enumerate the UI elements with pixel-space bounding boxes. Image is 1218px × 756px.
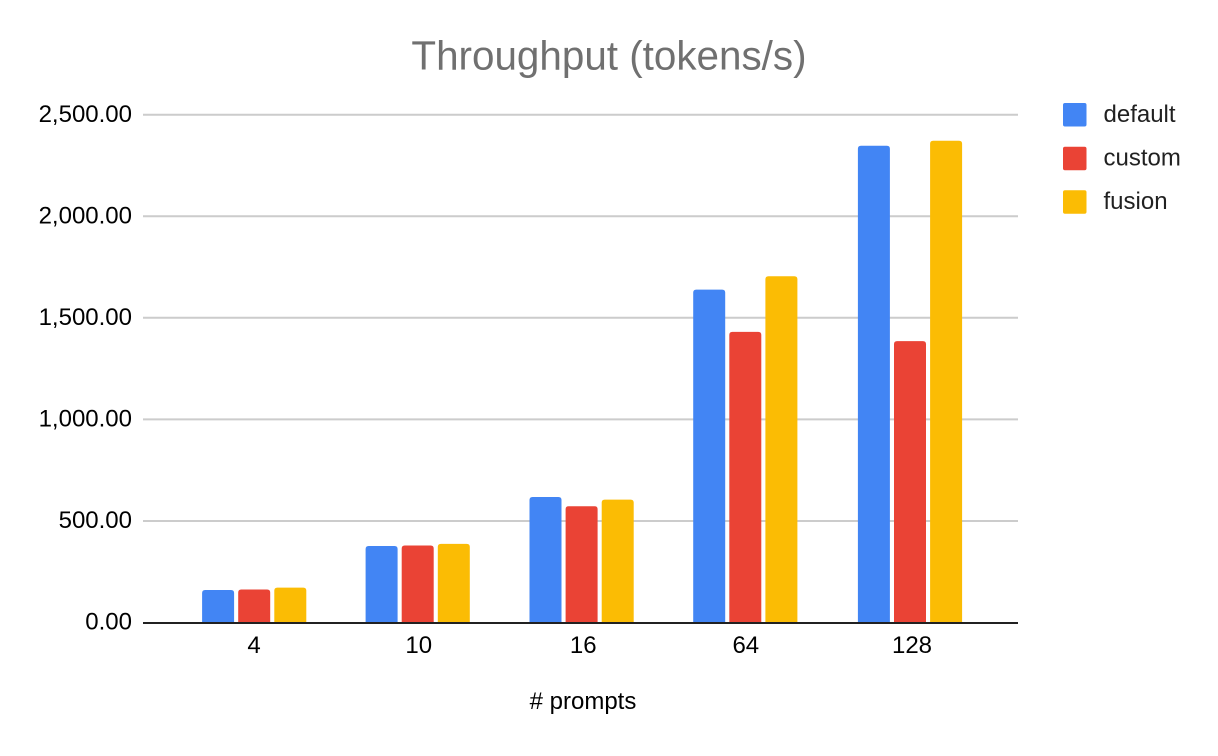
svg-text:2,500.00: 2,500.00 — [39, 101, 132, 128]
svg-text:4: 4 — [247, 632, 260, 659]
svg-text:default: default — [1104, 101, 1176, 128]
svg-text:fusion: fusion — [1104, 188, 1168, 215]
svg-text:64: 64 — [732, 632, 759, 659]
svg-text:Throughput (tokens/s): Throughput (tokens/s) — [411, 33, 806, 79]
svg-text:128: 128 — [892, 632, 932, 659]
svg-text:2,000.00: 2,000.00 — [39, 202, 132, 229]
svg-text:1,500.00: 1,500.00 — [39, 304, 132, 331]
svg-text:custom: custom — [1104, 145, 1181, 172]
svg-text:16: 16 — [570, 632, 597, 659]
svg-text:500.00: 500.00 — [59, 507, 132, 534]
svg-text:1,000.00: 1,000.00 — [39, 406, 132, 433]
svg-text:10: 10 — [405, 632, 432, 659]
svg-text:# prompts: # prompts — [530, 688, 637, 715]
svg-text:0.00: 0.00 — [85, 609, 132, 636]
